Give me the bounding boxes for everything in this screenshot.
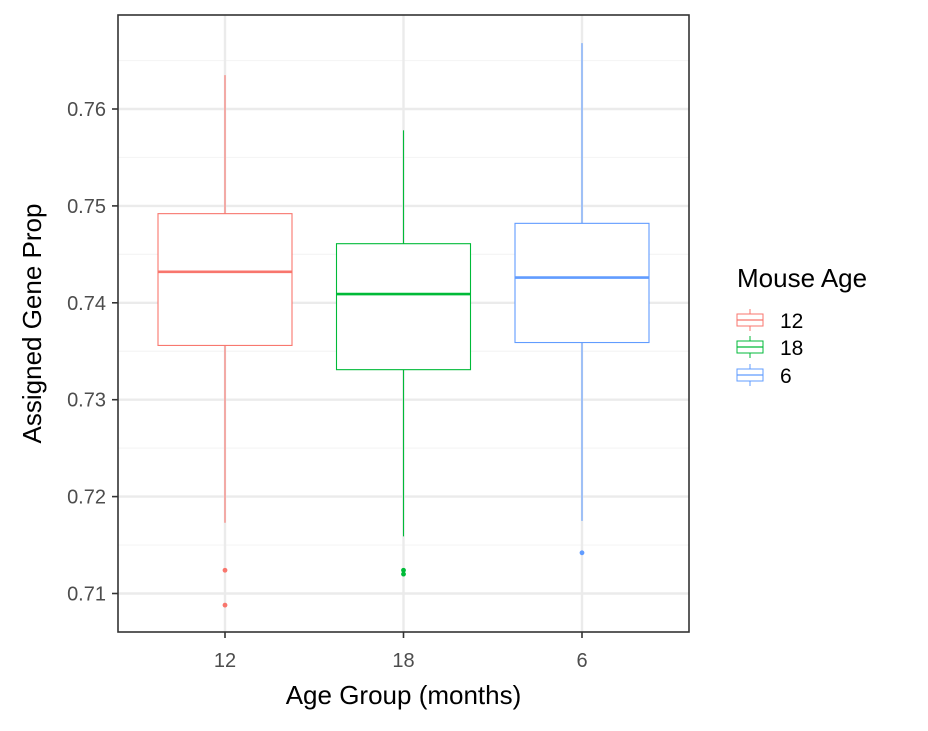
y-axis: 0.71 0.72 0.73 0.74 0.75 0.76	[67, 99, 118, 606]
box-iqr	[157, 213, 293, 346]
y-axis-title: Assigned Gene Prop	[17, 204, 47, 444]
outlier-point	[222, 602, 228, 608]
outlier-point	[222, 567, 228, 573]
boxplot-18	[335, 130, 472, 577]
x-axis: 12 18 6	[214, 632, 588, 672]
x-tick-label: 18	[392, 650, 414, 672]
x-tick-label: 12	[214, 650, 236, 672]
y-tick-label: 0.74	[67, 293, 106, 315]
box-iqr	[335, 243, 472, 371]
legend: Mouse Age 12 18 6	[736, 263, 867, 388]
legend-label-6: 6	[780, 365, 792, 388]
boxplot-12	[157, 75, 293, 608]
y-tick-label: 0.73	[67, 390, 106, 412]
outlier-point	[579, 550, 585, 556]
outlier-point	[401, 571, 406, 577]
legend-key-18	[736, 336, 764, 358]
outlier-point	[401, 567, 406, 573]
boxplot-6	[514, 43, 650, 556]
x-axis-title: Age Group (months)	[286, 680, 522, 710]
y-tick-label: 0.72	[67, 487, 106, 509]
legend-key-6	[736, 364, 764, 386]
box-series	[157, 43, 650, 608]
legend-title: Mouse Age	[737, 263, 867, 293]
x-tick-label: 6	[576, 650, 587, 672]
legend-label-18: 18	[780, 337, 803, 360]
y-tick-label: 0.76	[67, 99, 106, 121]
legend-key-12	[736, 309, 764, 331]
box-iqr	[514, 222, 650, 344]
y-tick-label: 0.71	[67, 584, 106, 606]
y-tick-label: 0.75	[67, 196, 106, 218]
legend-label-12: 12	[780, 310, 803, 333]
